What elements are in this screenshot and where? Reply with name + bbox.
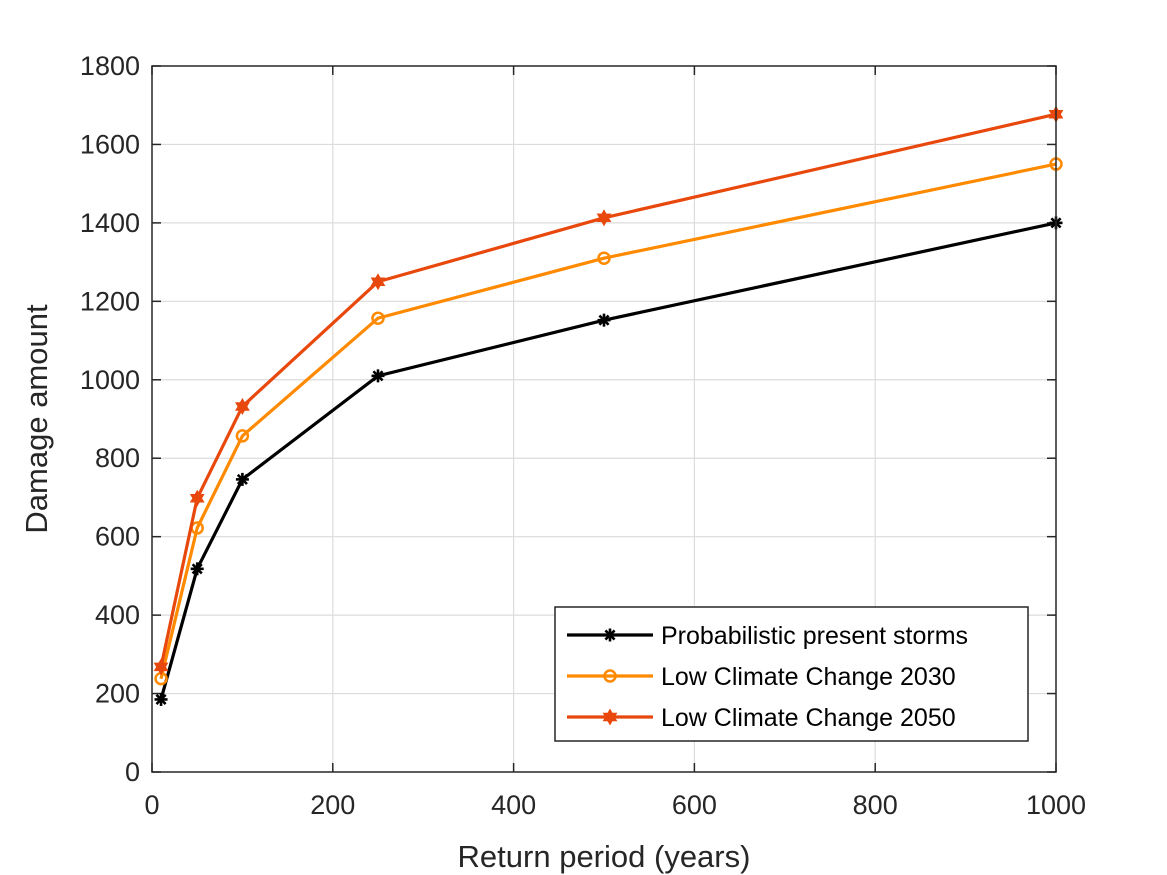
data-point [370,273,386,291]
legend: Probabilistic present storms Low Climate … [554,606,1029,742]
y-tick-label: 0 [125,757,140,787]
legend-items: Probabilistic present storms Low Climate … [567,622,968,732]
data-point [235,429,250,443]
y-tick-label: 1400 [80,208,140,238]
legend-label: Low Climate Change 2050 [661,704,956,732]
y-tick-label: 1800 [80,51,140,81]
series-1 [154,216,1063,706]
x-tick-label: 200 [310,790,355,820]
series-line [159,112,1057,668]
y-axis-title: Damage amount [19,304,54,534]
data-point [597,313,611,327]
x-tick-label: 400 [491,790,536,820]
x-tick-label: 1000 [1026,790,1086,820]
x-tick-label: 600 [672,790,717,820]
data-point [235,472,249,486]
series-line [159,162,1057,680]
data-point [154,692,168,706]
data-point [371,369,385,383]
legend-item: Low Climate Change 2050 [567,704,956,732]
legend-marker [602,708,618,726]
y-tick-label: 1200 [80,286,140,316]
y-tick-label: 400 [95,600,140,630]
y-tick-label: 200 [95,679,140,709]
y-tick-label: 600 [95,522,140,552]
x-tick-label: 0 [144,790,159,820]
legend-item: Low Climate Change 2030 [567,663,956,691]
legend-box [554,606,1029,742]
legend-label: Probabilistic present storms [661,622,968,650]
data-point [190,562,204,576]
x-tick-label: 800 [853,790,898,820]
plot-frame [151,65,1057,773]
data-point [596,209,612,227]
y-tick-label: 1000 [80,365,140,395]
legend-marker [603,669,617,683]
data-point [597,251,611,265]
legend-marker [603,628,617,642]
series-3 [153,105,1064,676]
y-tick-label: 800 [95,443,140,473]
data-point [153,658,169,676]
data-point [371,311,385,325]
data-point [235,397,250,415]
legend-label: Low Climate Change 2030 [661,663,956,691]
series-layer [153,105,1064,706]
legend-item: Probabilistic present storms [567,622,968,650]
x-axis-title: Return period (years) [458,839,751,874]
y-tick-label: 1600 [80,129,140,159]
x-ticks: 0 200 400 600 800 1000 [144,66,1086,820]
data-point [189,489,205,507]
series-line [159,221,1057,700]
y-ticks: 0 200 400 600 800 1000 1200 1400 1600 1800 [80,51,1056,787]
